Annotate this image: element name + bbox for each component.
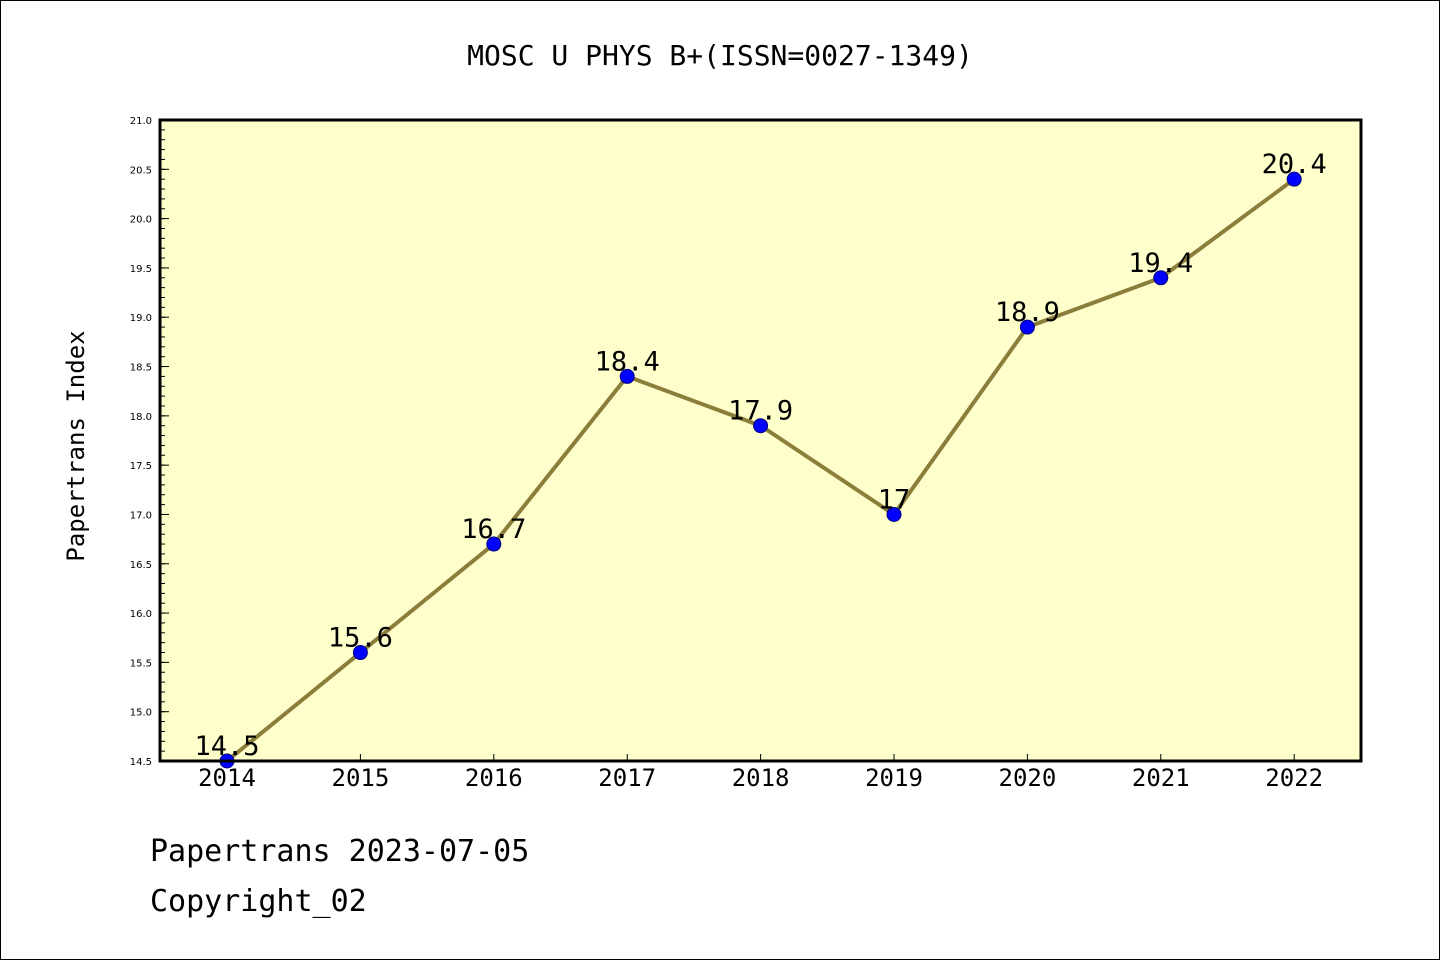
x-tick-label: 2021 <box>1132 764 1190 792</box>
footer-date: Papertrans 2023-07-05 <box>150 834 530 869</box>
data-label: 17 <box>878 484 911 515</box>
data-label: 15.6 <box>328 623 393 654</box>
data-label: 17.9 <box>728 396 793 427</box>
y-tick-label: 15.5 <box>130 658 152 669</box>
y-tick-label: 17.0 <box>130 510 152 521</box>
x-tick-label: 2014 <box>198 764 256 792</box>
x-tick-label: 2020 <box>999 764 1057 792</box>
y-tick-label: 18.5 <box>130 363 152 374</box>
plot-area <box>160 120 1361 761</box>
y-tick-label: 15.0 <box>130 708 152 719</box>
plot-border <box>158 118 1363 763</box>
x-tick-label: 2015 <box>332 764 390 792</box>
data-point <box>619 368 635 384</box>
y-tick-label: 21.0 <box>130 116 152 127</box>
chart-title: MOSC U PHYS B+(ISSN=0027-1349) <box>467 39 973 72</box>
y-tick-label: 20.0 <box>130 215 152 226</box>
data-label: 18.9 <box>995 297 1060 328</box>
data-point <box>1019 319 1035 335</box>
y-tick-label: 14.5 <box>130 757 152 768</box>
data-label: 14.5 <box>194 731 259 762</box>
y-tick-label: 16.0 <box>130 609 152 620</box>
x-tick-label: 2017 <box>598 764 656 792</box>
data-point <box>1153 270 1169 286</box>
data-label: 16.7 <box>461 514 526 545</box>
x-tick-label: 2022 <box>1265 764 1323 792</box>
footer-copyright: Copyright_02 <box>150 884 367 919</box>
x-tick-label: 2019 <box>865 764 923 792</box>
data-point <box>352 645 368 661</box>
y-tick-label: 20.5 <box>130 165 152 176</box>
data-point <box>886 506 902 522</box>
data-label: 19.4 <box>1128 248 1193 279</box>
data-point <box>486 536 502 552</box>
y-tick-label: 19.0 <box>130 313 152 324</box>
y-tick-label: 18.0 <box>130 412 152 423</box>
data-label: 20.4 <box>1262 149 1327 180</box>
y-tick-label: 16.5 <box>130 560 152 571</box>
data-point <box>753 418 769 434</box>
y-tick-label: 19.5 <box>130 264 152 275</box>
y-tick-label: 17.5 <box>130 461 152 472</box>
x-tick-label: 2018 <box>732 764 790 792</box>
data-label: 18.4 <box>595 346 660 377</box>
data-point <box>1286 171 1302 187</box>
x-tick-label: 2016 <box>465 764 523 792</box>
